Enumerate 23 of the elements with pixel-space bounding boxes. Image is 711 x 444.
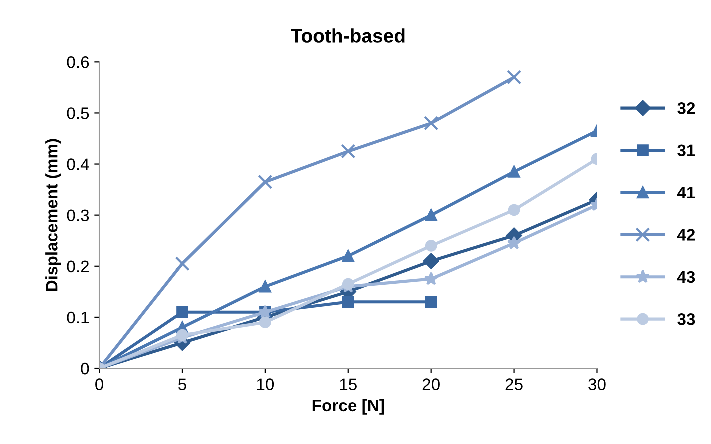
legend-label: 33: [678, 314, 696, 326]
legend-label: 42: [677, 229, 696, 241]
y-tick-label: 0.1: [67, 312, 90, 324]
y-tick-label: 0.5: [67, 108, 90, 120]
x-tick-label: 10: [257, 378, 274, 390]
y-tick-label: 0.3: [67, 210, 90, 222]
x-axis-title: Force [N]: [312, 399, 384, 415]
x-tick-label: 25: [506, 378, 523, 390]
legend-label: 43: [677, 271, 696, 284]
legend-label: 32: [678, 102, 696, 114]
x-tick-label: 5: [178, 378, 186, 390]
x-tick-label: 15: [340, 378, 357, 390]
x-tick-label: 30: [588, 378, 606, 390]
y-tick-label: 0: [81, 362, 90, 375]
y-tick-label: 0.6: [67, 56, 90, 68]
legend-label: 31: [678, 144, 696, 157]
x-tick-label: 0: [96, 378, 104, 390]
y-tick-label: 0.4: [67, 158, 90, 170]
chart-title: Tooth-based: [291, 28, 405, 43]
legend-label: 41: [677, 187, 696, 199]
y-tick-label: 0.2: [67, 260, 89, 273]
x-tick-label: 20: [422, 378, 440, 390]
y-axis-title: Displacement (mm): [46, 139, 62, 292]
